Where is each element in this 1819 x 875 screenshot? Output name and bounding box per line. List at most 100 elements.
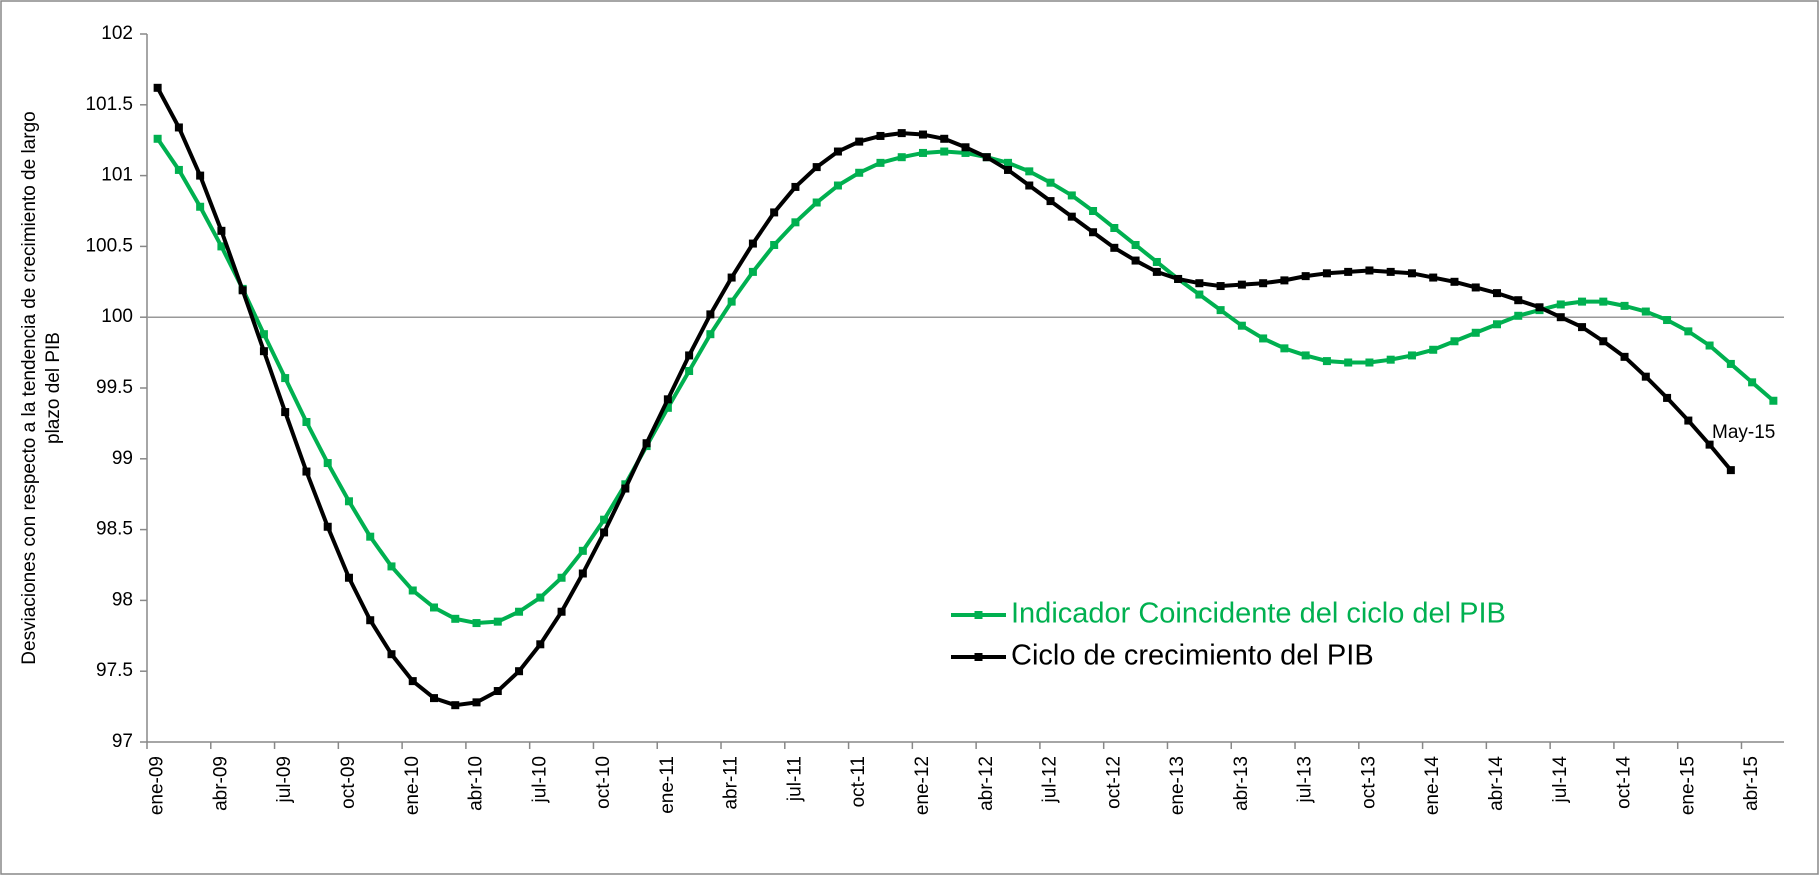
point-marker	[1663, 393, 1672, 402]
x-tick-label: oct-10	[593, 756, 614, 809]
x-tick-label: jul-12	[1040, 756, 1061, 803]
point-marker	[1407, 351, 1416, 360]
point-marker	[153, 134, 162, 143]
point-marker	[1365, 358, 1374, 367]
x-tick-label: abr-09	[210, 756, 231, 811]
point-marker	[1004, 158, 1013, 167]
point-marker	[1726, 359, 1735, 368]
legend-label: Indicador Coincidente del ciclo del PIB	[1011, 598, 1506, 630]
point-marker	[1110, 223, 1119, 232]
x-tick-label: jul-11	[784, 756, 805, 802]
point-marker	[876, 131, 885, 140]
point-marker	[1216, 306, 1225, 315]
point-marker	[1578, 323, 1587, 332]
point-marker	[897, 153, 906, 162]
point-marker	[557, 607, 566, 616]
x-tick-label: ene-10	[402, 756, 423, 815]
point-marker	[1301, 272, 1310, 281]
point-marker	[1641, 372, 1650, 381]
x-tick-label: abr-14	[1486, 756, 1507, 811]
x-tick-label: ene-11	[657, 756, 678, 814]
x-tick-label: ene-09	[147, 756, 168, 815]
point-marker	[1344, 267, 1353, 276]
point-marker	[281, 408, 290, 417]
point-marker	[1322, 269, 1331, 278]
point-marker	[1025, 167, 1034, 176]
point-marker	[1386, 267, 1395, 276]
point-marker	[1110, 243, 1119, 252]
point-marker	[408, 586, 417, 595]
point-marker	[812, 198, 821, 207]
x-tick-label: oct-11	[848, 756, 869, 807]
x-tick-label: abr-15	[1741, 756, 1762, 811]
x-tick-label: ene-14	[1422, 756, 1443, 816]
point-marker	[855, 168, 864, 177]
point-marker	[1237, 280, 1246, 289]
point-marker	[344, 497, 353, 506]
point-marker	[1322, 357, 1331, 366]
x-tick-label: oct-13	[1358, 756, 1379, 809]
point-marker	[1492, 320, 1501, 329]
point-marker	[600, 528, 609, 537]
point-marker	[727, 273, 736, 282]
point-marker	[1492, 289, 1501, 298]
point-marker	[1620, 301, 1629, 310]
point-marker	[1131, 256, 1140, 265]
x-tick-label: jul-09	[274, 756, 295, 803]
point-marker	[1089, 207, 1098, 215]
point-marker	[387, 650, 396, 659]
point-marker	[302, 417, 311, 426]
point-marker	[1386, 355, 1395, 364]
point-marker	[940, 134, 949, 143]
y-tick-label: 100.5	[85, 235, 133, 256]
annotation: May-15	[1712, 422, 1775, 443]
point-marker	[982, 153, 991, 162]
point-marker	[174, 165, 183, 174]
x-tick-label: jul-10	[529, 756, 550, 803]
point-marker	[1301, 351, 1310, 360]
point-marker	[1089, 228, 1098, 237]
point-marker	[1769, 396, 1778, 405]
point-marker	[196, 171, 205, 180]
point-marker	[387, 562, 396, 571]
y-tick-label: 97	[112, 731, 133, 752]
point-marker	[259, 330, 268, 339]
x-tick-label: abr-11	[721, 756, 742, 810]
point-marker	[1429, 345, 1438, 354]
point-marker	[812, 163, 821, 172]
y-tick-label: 98.5	[96, 519, 133, 540]
point-marker	[1259, 279, 1268, 288]
point-marker	[1726, 466, 1735, 475]
point-marker	[196, 202, 205, 211]
point-marker	[1259, 334, 1268, 343]
point-marker	[1663, 316, 1672, 325]
point-marker	[1471, 328, 1480, 337]
point-marker	[430, 603, 439, 612]
point-marker	[600, 515, 609, 524]
point-marker	[727, 297, 736, 306]
point-marker	[961, 148, 970, 157]
x-tick-label: abr-12	[976, 756, 997, 811]
point-marker	[1429, 273, 1438, 282]
point-marker	[578, 546, 587, 555]
point-marker	[897, 129, 906, 138]
point-marker	[323, 459, 332, 468]
point-marker	[1641, 307, 1650, 316]
point-marker	[1684, 327, 1693, 336]
point-marker	[1174, 274, 1183, 283]
point-marker	[430, 694, 439, 703]
point-marker	[1620, 352, 1629, 361]
point-marker	[663, 395, 672, 404]
point-marker	[1216, 282, 1225, 291]
y-tick-label: 101	[101, 165, 133, 186]
point-marker	[1556, 300, 1565, 309]
y-tick-label: 97.5	[96, 660, 133, 681]
point-marker	[621, 484, 630, 493]
legend-marker	[974, 653, 983, 661]
point-marker	[791, 218, 800, 227]
point-marker	[1599, 337, 1608, 346]
point-marker	[876, 158, 885, 167]
point-marker	[344, 573, 353, 582]
point-marker	[1195, 290, 1204, 299]
